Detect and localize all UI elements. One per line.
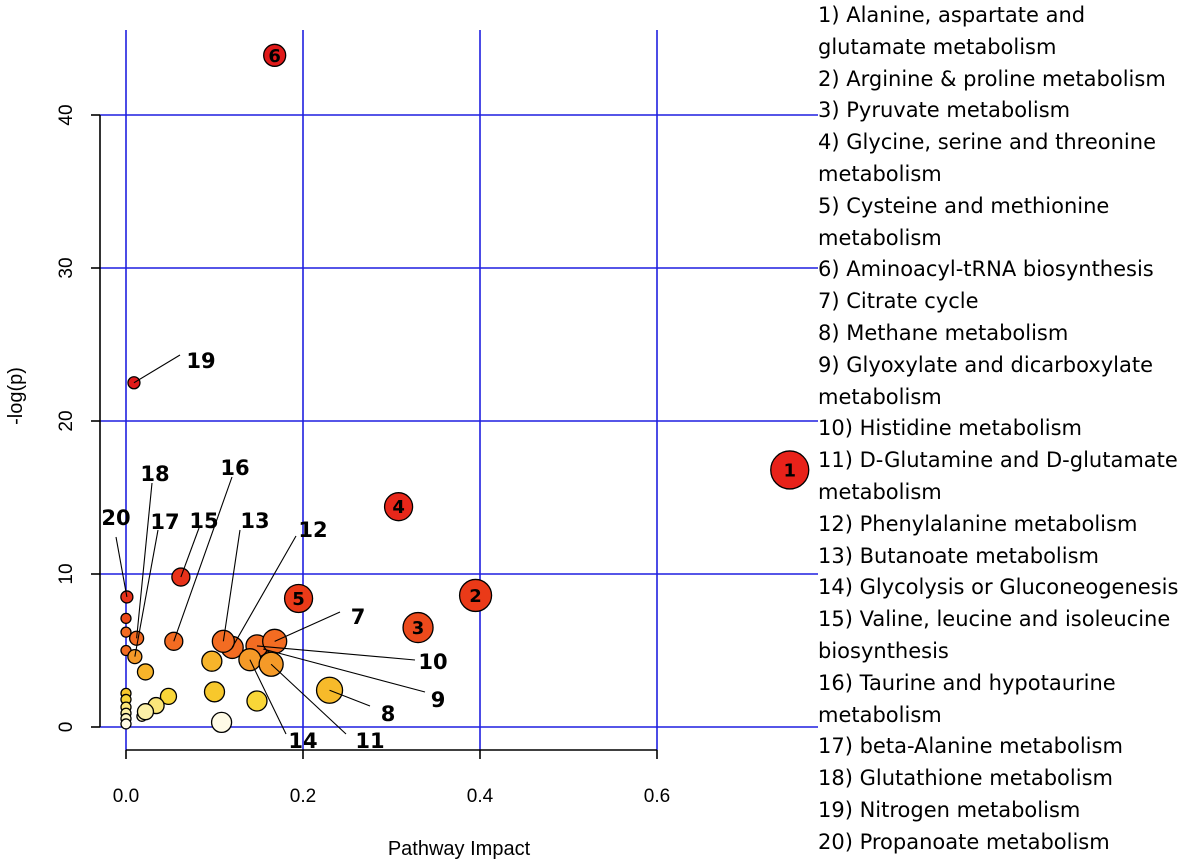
legend-entry-24: 18) Glutathione metabolism <box>818 766 1113 791</box>
leader-line-13 <box>222 529 241 642</box>
leader-line-17 <box>134 529 159 657</box>
point-pathway-20 <box>120 590 134 604</box>
x-tick-label-3: 0.6 <box>644 786 670 807</box>
point-label-3: 3 <box>412 618 425 639</box>
point-unlabeled-21 <box>203 681 226 703</box>
point-label-8: 8 <box>381 702 396 726</box>
legend-entry-15: metabolism <box>818 479 942 504</box>
legend-entry-16: 12) Phenylalanine metabolism <box>818 511 1138 536</box>
y-axis-title: -log(p) <box>5 367 27 425</box>
legend-entry-6: 5) Cysteine and methionine <box>818 193 1110 218</box>
legend-entry-4: 4) Glycine, serine and threonine <box>818 130 1156 155</box>
legend-entry-21: 16) Taurine and hypotaurine <box>818 670 1116 695</box>
point-label-5: 5 <box>292 589 305 610</box>
point-label-13: 13 <box>240 509 269 533</box>
leader-line-19 <box>133 354 181 384</box>
y-tick-label-1: 10 <box>56 563 77 584</box>
data-points <box>120 43 810 734</box>
point-unlabeled-0 <box>120 612 132 625</box>
legend-entry-3: 3) Pyruvate metabolism <box>818 98 1071 123</box>
point-label-7: 7 <box>351 605 366 629</box>
leader-line-16 <box>173 476 233 642</box>
legend-entry-1: glutamate metabolism <box>818 34 1057 59</box>
leader-line-14 <box>249 659 287 735</box>
x-tick-label-2: 0.4 <box>467 786 494 807</box>
point-label-9: 9 <box>431 688 446 712</box>
point-label-16: 16 <box>220 456 249 480</box>
legend-entry-7: metabolism <box>818 225 942 250</box>
legend-entry-2: 2) Arginine & proline metabolism <box>818 66 1166 91</box>
grid-lines <box>100 30 818 750</box>
axes: 0.0 0.2 0.4 0.6 0 10 20 30 40 <box>56 104 670 807</box>
point-label-2: 2 <box>469 586 482 607</box>
x-axis-title: Pathway Impact <box>388 838 531 860</box>
point-label-12: 12 <box>298 518 327 542</box>
leader-line-9 <box>263 648 426 693</box>
legend-entry-10: 8) Methane metabolism <box>818 320 1069 345</box>
point-unlabeled-9 <box>120 718 132 730</box>
leader-line-15 <box>180 527 200 578</box>
leader-line-12 <box>231 535 297 648</box>
leader-line-8 <box>329 689 371 707</box>
point-label-20: 20 <box>101 506 130 530</box>
point-label-19: 19 <box>186 349 215 373</box>
legend-entry-26: 20) Propanoate metabolism <box>818 829 1110 854</box>
legend-entry-17: 13) Butanoate metabolism <box>818 543 1099 568</box>
point-pathway-5 <box>283 583 314 614</box>
legend-entry-9: 7) Citrate cycle <box>818 289 979 314</box>
legend-entry-19: 15) Valine, leucine and isoleucine <box>818 607 1171 632</box>
point-unlabeled-1 <box>120 626 132 638</box>
x-tick-label-0: 0.0 <box>113 786 139 807</box>
legend-entry-12: metabolism <box>818 384 942 409</box>
legend-entry-22: metabolism <box>818 702 942 727</box>
point-pathway-6 <box>263 43 287 67</box>
legend-entry-5: metabolism <box>818 161 942 186</box>
point-labels: 19 20 17 18 15 16 6 9 10 12 13 14 7 11 8 4 5 3 2 1 <box>101 46 796 753</box>
point-unlabeled-15 <box>159 687 178 706</box>
legend-entry-8: 6) Aminoacyl-tRNA biosynthesis <box>818 257 1154 282</box>
point-unlabeled-20 <box>201 650 223 672</box>
leader-line-10 <box>256 645 416 661</box>
leader-line-20 <box>115 536 128 598</box>
point-label-1: 1 <box>783 460 796 481</box>
legend-entry-25: 19) Nitrogen metabolism <box>818 797 1081 822</box>
point-pathway-1 <box>770 450 810 490</box>
pathway-legend: 1) Alanine, aspartate and glutamate metab… <box>818 0 1180 859</box>
point-label-14: 14 <box>288 729 317 753</box>
point-unlabeled-23 <box>210 711 233 734</box>
y-tick-label-2: 20 <box>56 410 77 431</box>
y-tick-label-0: 0 <box>56 722 77 733</box>
leader-line-7 <box>274 611 341 642</box>
legend-entry-14: 11) D-Glutamine and D-glutamate <box>818 448 1178 473</box>
legend-entry-11: 9) Glyoxylate and dicarboxylate <box>818 352 1153 377</box>
point-pathway-4 <box>383 492 414 522</box>
point-label-4: 4 <box>392 497 405 518</box>
point-label-17: 17 <box>150 510 179 534</box>
point-label-15: 15 <box>189 509 218 533</box>
point-unlabeled-17 <box>136 703 155 721</box>
legend-entry-13: 10) Histidine metabolism <box>818 416 1083 441</box>
y-tick-label-3: 30 <box>56 257 77 278</box>
legend-entry-20: biosynthesis <box>818 638 949 663</box>
point-unlabeled-14 <box>136 663 155 681</box>
y-tick-label-4: 40 <box>56 104 77 125</box>
point-pathway-3 <box>402 611 434 644</box>
point-label-10: 10 <box>418 650 447 674</box>
leader-line-11 <box>270 663 347 735</box>
legend-entry-23: 17) beta-Alanine metabolism <box>818 734 1123 759</box>
point-pathway-2 <box>458 578 493 613</box>
point-label-18: 18 <box>140 462 169 486</box>
legend-entry-0: 1) Alanine, aspartate and <box>818 3 1086 27</box>
point-label-11: 11 <box>355 729 384 753</box>
leader-line-18 <box>136 482 153 639</box>
x-tick-label-1: 0.2 <box>290 786 316 807</box>
point-label-6: 6 <box>268 46 281 67</box>
legend-entry-18: 14) Glycolysis or Gluconeogenesis <box>818 575 1179 600</box>
point-unlabeled-22 <box>246 690 268 712</box>
